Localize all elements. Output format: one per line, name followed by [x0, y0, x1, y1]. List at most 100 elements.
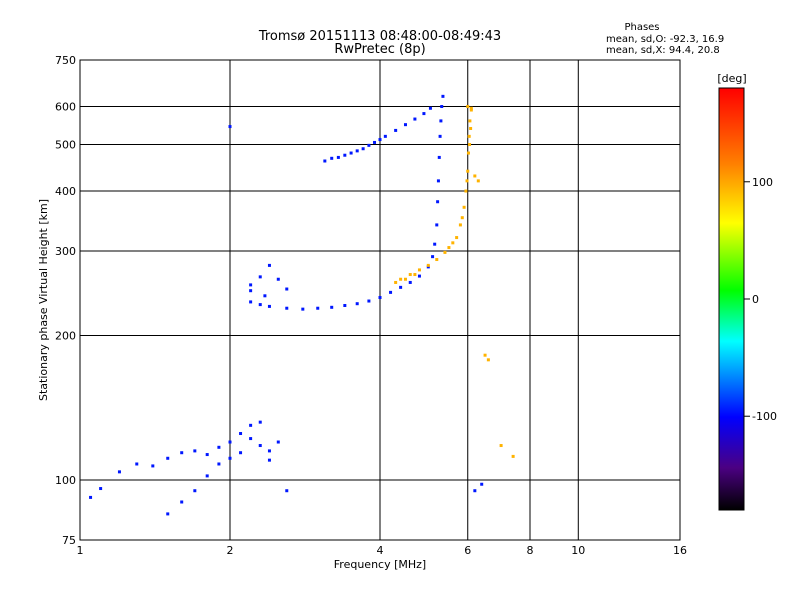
- data-point: [258, 303, 262, 307]
- y-axis-ticks: 75 100 200 300 400 500 600 750: [55, 54, 76, 547]
- data-point: [361, 147, 365, 151]
- data-point: [151, 464, 155, 468]
- data-point: [394, 128, 398, 132]
- data-point: [323, 159, 327, 163]
- x-tick-label: 16: [673, 544, 687, 557]
- data-point: [373, 140, 377, 144]
- data-point: [476, 179, 480, 183]
- x-axis-label: Frequency [MHz]: [334, 558, 426, 571]
- data-point: [217, 445, 221, 449]
- data-point: [367, 143, 371, 147]
- data-point: [228, 440, 232, 444]
- data-point: [480, 482, 484, 486]
- data-point: [439, 119, 443, 123]
- x-tick-label: 1: [77, 544, 84, 557]
- data-point: [468, 119, 472, 123]
- y-tick-label: 75: [62, 534, 76, 547]
- data-point: [258, 275, 262, 279]
- data-point: [462, 205, 466, 209]
- y-tick-label: 100: [55, 474, 76, 487]
- data-point: [285, 287, 289, 291]
- data-point: [276, 277, 280, 281]
- data-point: [330, 305, 334, 309]
- data-point: [249, 437, 253, 441]
- data-point: [466, 169, 470, 173]
- data-point: [473, 174, 477, 178]
- x-tick-label: 4: [377, 544, 384, 557]
- data-point: [180, 500, 184, 504]
- data-point: [417, 274, 421, 278]
- data-point: [193, 449, 197, 453]
- data-point: [431, 255, 435, 259]
- x-tick-label: 2: [227, 544, 234, 557]
- data-point: [468, 143, 472, 147]
- data-point: [483, 353, 487, 357]
- data-point: [343, 153, 347, 157]
- data-point: [426, 263, 430, 267]
- data-point: [458, 223, 462, 227]
- data-point: [349, 151, 353, 155]
- data-point: [486, 358, 490, 362]
- data-point: [443, 250, 447, 254]
- data-point: [473, 489, 477, 493]
- data-point: [378, 296, 382, 300]
- grid-lines: [79, 59, 681, 541]
- data-point: [440, 105, 444, 109]
- data-point: [205, 453, 209, 457]
- y-tick-label: 200: [55, 330, 76, 343]
- data-point: [316, 306, 320, 310]
- data-point: [451, 241, 455, 245]
- data-point: [436, 200, 440, 204]
- data-point: [193, 489, 197, 493]
- data-point: [408, 273, 412, 277]
- chart-title: Tromsø 20151113 08:48:00-08:49:43: [258, 29, 501, 44]
- data-point: [466, 105, 470, 109]
- data-point: [249, 300, 253, 304]
- data-point: [355, 149, 359, 153]
- data-point: [336, 155, 340, 159]
- data-point: [403, 277, 407, 281]
- data-point: [301, 307, 305, 311]
- y-tick-label: 750: [55, 54, 76, 67]
- data-point: [367, 299, 371, 303]
- data-point: [99, 487, 103, 491]
- data-point: [441, 94, 445, 98]
- data-point: [413, 273, 417, 277]
- data-point: [249, 289, 253, 293]
- data-point: [267, 263, 271, 267]
- x-tick-label: 10: [571, 544, 585, 557]
- data-point: [285, 306, 289, 310]
- colorbar-ticks: 100 0 -100: [744, 176, 777, 423]
- data-point: [389, 290, 393, 294]
- data-point: [228, 125, 232, 129]
- stats-line-x: mean, sd,X: 94.4, 20.8: [606, 45, 720, 56]
- data-point: [343, 303, 347, 307]
- data-point: [263, 294, 267, 298]
- data-point: [464, 189, 468, 193]
- colorbar: [718, 87, 745, 511]
- data-points: [89, 94, 515, 516]
- data-point: [285, 489, 289, 493]
- data-point: [228, 456, 232, 460]
- y-tick-label: 500: [55, 139, 76, 152]
- data-point: [438, 134, 442, 138]
- data-point: [330, 156, 334, 160]
- data-point: [466, 151, 470, 155]
- data-point: [511, 454, 515, 458]
- data-point: [180, 451, 184, 455]
- data-point: [403, 123, 407, 127]
- y-axis-label: Stationary phase Virtual Height [km]: [37, 199, 50, 401]
- colorbar-tick-label: 100: [752, 176, 773, 189]
- data-point: [205, 474, 209, 478]
- data-point: [267, 449, 271, 453]
- data-point: [267, 458, 271, 462]
- data-point: [499, 444, 503, 448]
- data-point: [422, 112, 426, 116]
- data-point: [267, 304, 271, 308]
- y-tick-label: 300: [55, 245, 76, 258]
- data-point: [89, 495, 93, 499]
- colorbar-tick-label: -100: [752, 410, 777, 423]
- colorbar-label: [deg]: [717, 72, 746, 85]
- data-point: [435, 223, 439, 227]
